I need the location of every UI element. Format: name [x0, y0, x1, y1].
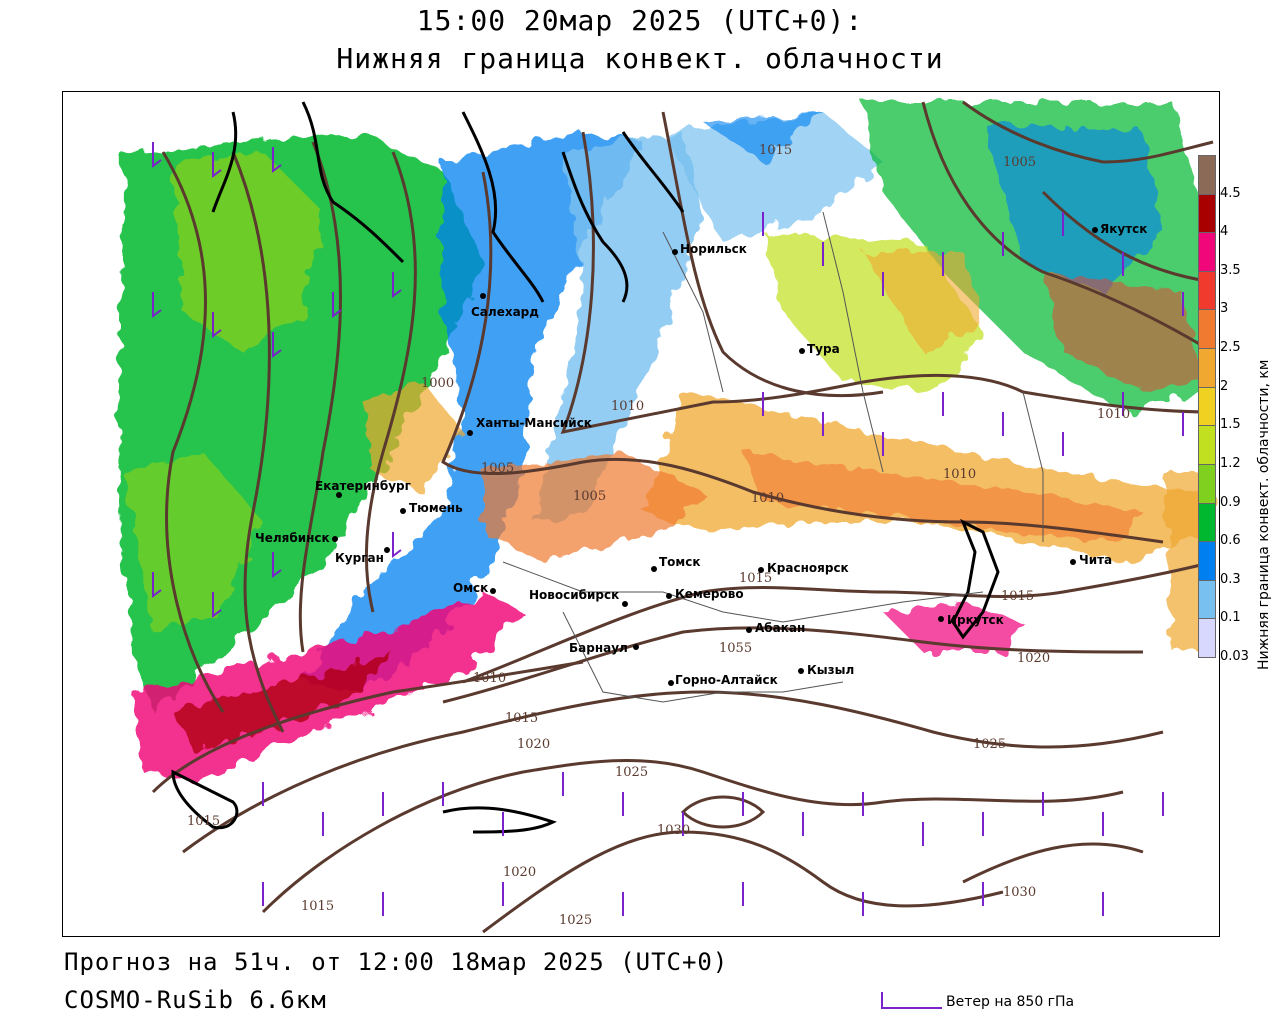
city-label: Новосибирск	[529, 588, 619, 602]
isobar-label: 1015	[759, 143, 792, 158]
cloud-base-field	[118, 102, 1213, 782]
colorbar-tick-label: 1.2	[1220, 455, 1241, 471]
wind-legend: Ветер на 850 гПа	[880, 990, 1210, 1014]
colorbar-cell	[1198, 386, 1216, 427]
isobar-label: 1010	[751, 491, 784, 506]
isobar-label: 1020	[1017, 651, 1050, 666]
colorbar-tick-label: 0.1	[1220, 610, 1241, 626]
isobar-label: 1025	[559, 913, 592, 928]
city-label: Салехард	[471, 305, 539, 319]
colorbar-cell	[1198, 541, 1216, 581]
isobar-label: 1015	[187, 814, 220, 829]
isobar-label: 1020	[517, 737, 550, 752]
isobar-label: 1030	[1003, 885, 1036, 900]
isobar-label: 1005	[481, 461, 514, 476]
city-label: Тюмень	[409, 501, 463, 515]
wind-barbs	[152, 142, 1184, 916]
city-label: Норильск	[680, 242, 747, 256]
isobars	[151, 100, 1214, 934]
colorbar-cell	[1198, 425, 1216, 465]
city-label: Екатеринбург	[315, 479, 411, 493]
colorbar-tick-label: 4	[1220, 224, 1229, 240]
city-label: Ханты-Мансийск	[476, 416, 592, 430]
isobar-label: 1055	[719, 641, 752, 656]
isobar-label: 1010	[611, 399, 644, 414]
city-label: Абакан	[755, 621, 805, 635]
colorbar-tick-label: 4.5	[1220, 185, 1241, 201]
isobar-label: 1005	[573, 489, 606, 504]
colorbar-cell	[1198, 155, 1216, 195]
isobar-labels: 1015 1005 1000 1010 1005 1005 1010 1010 …	[187, 143, 1130, 928]
wind-barb-icon	[881, 992, 942, 1009]
city-label: Омск	[453, 581, 488, 595]
isobar-label: 1030	[657, 823, 690, 838]
isobar-label: 1025	[615, 765, 648, 780]
isobar-label: 1010	[1097, 407, 1130, 422]
map-field-title: Нижняя граница конвект. облачности	[336, 42, 944, 75]
city-label: Тура	[807, 342, 840, 356]
isobar-label: 1010	[943, 467, 976, 482]
colorbar-cell	[1198, 579, 1216, 620]
isobar-label: 1015	[505, 711, 538, 726]
isobar-label: 1015	[301, 899, 334, 914]
colorbar-tick-label: 3.5	[1220, 262, 1241, 278]
isobar-label: 1000	[421, 376, 454, 391]
map-canvas: 1015 1005 1000 1010 1005 1005 1010 1010 …	[118, 100, 1214, 934]
colorbar-cell	[1198, 270, 1216, 311]
colorbar-cell	[1198, 502, 1216, 543]
forecast-map: 1015 1005 1000 1010 1005 1005 1010 1010 …	[62, 91, 1220, 937]
colorbar-cell	[1198, 232, 1216, 272]
colorbar-cell	[1198, 193, 1216, 234]
colorbar-cell	[1198, 463, 1216, 504]
cities: Салехард Норильск Якутск Тура Ханты-Манс…	[255, 222, 1147, 687]
city-label: Барнаул	[569, 641, 628, 655]
colorbar-tick-label: 0.03	[1220, 649, 1249, 664]
colorbar-title: Нижняя граница конвект. облачности, км	[1256, 359, 1272, 670]
colorbar-cell	[1198, 618, 1216, 658]
colorbar	[1198, 155, 1218, 658]
colorbar-cell	[1198, 309, 1216, 350]
colorbar-cell	[1198, 348, 1216, 388]
colorbar-tick-label: 0.3	[1220, 571, 1241, 587]
colorbar-tick-label: 1.5	[1220, 417, 1241, 433]
colorbar-tick-label: 2	[1220, 378, 1229, 394]
city-label: Кемерово	[675, 587, 744, 601]
admin-borders	[502, 211, 1044, 703]
city-label: Иркутск	[947, 613, 1004, 627]
isobar-label: 1020	[503, 865, 536, 880]
city-label: Красноярск	[767, 561, 849, 575]
isobar-label: 1015	[739, 571, 772, 586]
forecast-info: Прогноз на 51ч. от 12:00 18мар 2025 (UTC…	[64, 948, 729, 976]
colorbar-tick-label: 0.9	[1220, 494, 1241, 510]
city-label: Курган	[335, 551, 384, 565]
wind-legend-label: Ветер на 850 гПа	[946, 994, 1075, 1010]
coastlines	[171, 101, 1000, 834]
colorbar-tick-label: 2.5	[1220, 340, 1241, 356]
city-label: Якутск	[1100, 222, 1147, 236]
model-name: COSMO-RuSib 6.6км	[64, 986, 327, 1014]
isobar-label: 1005	[1003, 155, 1036, 170]
city-label: Горно-Алтайск	[675, 673, 778, 687]
colorbar-tick-label: 3	[1220, 301, 1229, 317]
map-time-title: 15:00 20мар 2025 (UTC+0):	[416, 4, 864, 37]
isobar-label: 1010	[473, 671, 506, 686]
isobar-label: 1025	[973, 737, 1006, 752]
city-label: Челябинск	[255, 531, 330, 545]
isobar-label: 1015	[1001, 589, 1034, 604]
colorbar-tick-label: 0.6	[1220, 533, 1241, 549]
city-label: Кызыл	[807, 663, 854, 677]
city-label: Томск	[659, 555, 701, 569]
city-label: Чита	[1079, 553, 1112, 567]
